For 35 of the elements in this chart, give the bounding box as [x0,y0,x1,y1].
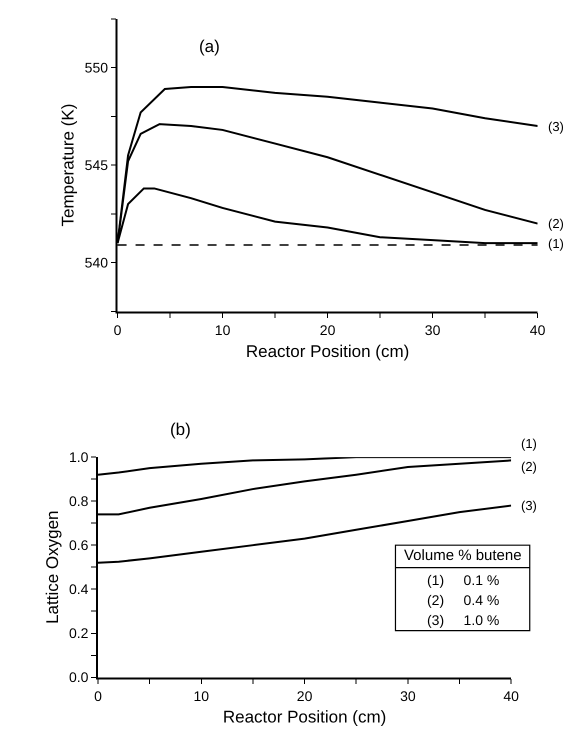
annotation: (3) 1.0 % [427,612,500,628]
y-tick-label: 0.4 [68,581,89,598]
series-label: (1) [548,236,564,251]
x-tick-label: 10 [193,688,210,704]
y-axis-title: Lattice Oxygen [43,510,62,624]
y-tick-label: 0.6 [68,537,89,554]
x-tick-label: 30 [400,688,416,704]
x-tick-label: 20 [320,322,336,338]
y-tick-label: 545 [84,156,108,173]
x-tick-label: 40 [530,322,546,338]
y-tick-label: 0.8 [68,493,89,510]
series-label: (2) [548,216,564,231]
y-axis-title: Temperature (K) [58,104,78,226]
x-tick-label: 0 [94,688,102,704]
text: (a) [199,37,220,56]
series-label: (2) [521,459,537,474]
x-tick-label: 30 [424,322,441,338]
y-tick-label: 550 [84,59,108,76]
x-tick-label: 10 [214,322,231,338]
x-tick-label: 20 [296,688,313,704]
y-tick-label: 0.2 [68,625,89,642]
y-tick-label: 1.0 [68,449,89,466]
y-tick-label: 0.0 [68,669,89,686]
y-tick-label: 540 [84,254,108,270]
x-axis-title: Reactor Position (cm) [222,708,386,727]
series-label: (3) [548,119,564,134]
series-label: (3) [521,498,537,513]
x-tick-label: 0 [114,322,122,338]
x-tick-label: 40 [503,688,520,704]
annotation: (2) 0.4 % [427,592,500,608]
annotation: Volume % butene [404,547,522,564]
x-axis-title: Reactor Position (cm) [246,342,410,361]
annotation: (1) 0.1 % [427,572,500,588]
series-label: (1) [521,436,537,451]
chart-title: (b) [170,420,191,439]
